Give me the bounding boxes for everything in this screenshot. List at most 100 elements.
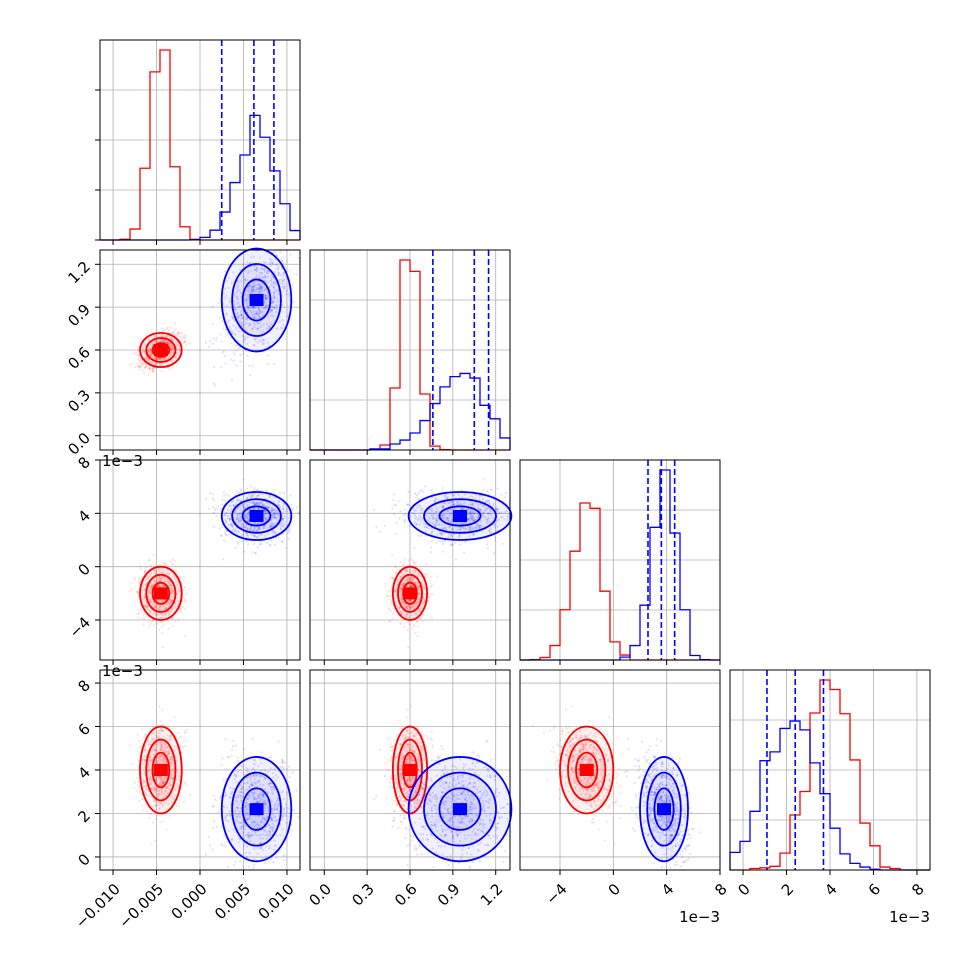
sample-point [416,497,419,501]
sample-point [183,772,186,775]
sample-point [264,288,267,291]
sample-point [441,550,444,553]
sample-point [128,589,131,592]
sample-point [240,539,243,543]
sample-point [280,285,284,289]
sample-point [156,622,159,625]
sample-point [149,354,152,357]
sample-point [172,348,175,351]
sample-point [143,350,146,353]
sample-point [422,613,426,616]
sample-point [438,539,442,543]
sample-point [504,492,507,495]
sample-point [406,629,410,632]
sample-point [441,486,444,490]
sample-point [166,326,169,329]
sample-point [258,322,261,325]
sample-point [159,358,162,361]
sample-point [283,492,286,495]
sample-point [178,345,181,348]
sample-point [419,534,423,538]
sample-point [258,292,261,295]
sample-point [288,531,291,534]
y-tick-label: 0 [75,560,94,579]
sample-point [373,508,376,511]
sample-point [213,498,216,502]
sample-point [401,564,404,567]
sample-point [211,305,215,308]
sample-point [285,260,288,263]
sample-point [146,359,150,362]
sample-point [178,349,181,352]
sample-point [413,546,416,549]
sample-point [225,279,228,283]
sample-point [133,578,136,581]
sample-point [222,350,226,353]
sample-point [148,367,151,370]
sample-point [171,330,175,333]
sample-point [176,348,179,351]
sample-point [171,346,174,349]
sample-point [179,607,182,610]
sample-point [149,843,152,846]
sample-point [482,489,485,492]
sample-point [178,349,181,352]
sample-point [387,589,390,593]
sample-point [155,358,158,361]
sample-point [161,646,165,649]
sample-point [288,527,291,530]
sample-point [148,558,151,561]
sample-point [265,489,269,492]
sample-point [152,624,155,627]
sample-point [164,564,167,567]
sample-point [252,306,255,309]
sample-point [253,486,256,490]
sample-point [430,540,433,543]
sample-point [252,255,255,259]
sample-point [136,363,139,366]
sample-point [262,342,266,345]
sample-point [168,342,171,346]
sample-point [273,543,277,546]
sample-point [410,558,413,561]
sample-point [160,364,163,367]
sample-point [395,521,398,525]
sample-point [151,361,155,364]
sample-point [144,353,147,356]
sample-point [160,327,163,330]
sample-point [435,541,438,544]
sample-point [135,789,138,792]
sample-point [429,550,432,554]
sample-point [389,603,392,606]
sample-point [430,546,433,549]
sample-point [148,624,151,627]
sample-point [403,508,407,511]
sample-point [136,733,139,736]
sample-point [398,517,401,520]
sample-point [148,816,151,820]
sample-point [137,358,140,361]
sample-point [234,546,237,549]
sample-point [295,273,298,276]
sample-point [174,327,177,331]
sample-point [283,285,286,288]
sample-point [292,515,295,519]
sample-point [388,620,391,623]
sample-point [159,357,162,360]
sample-point [273,250,276,253]
sample-point [141,350,144,353]
sample-point [162,340,165,343]
sample-point [267,362,270,365]
sample-point [149,348,152,351]
sample-point [137,747,140,750]
sample-point [223,494,226,497]
sample-point [409,623,412,626]
sample-point [214,384,217,387]
sample-point [430,616,433,619]
sample-point [242,353,245,356]
sample-point [139,565,142,568]
sample-point [463,540,466,543]
sample-point [226,333,229,336]
sample-point [183,333,186,336]
sample-point [255,313,258,316]
